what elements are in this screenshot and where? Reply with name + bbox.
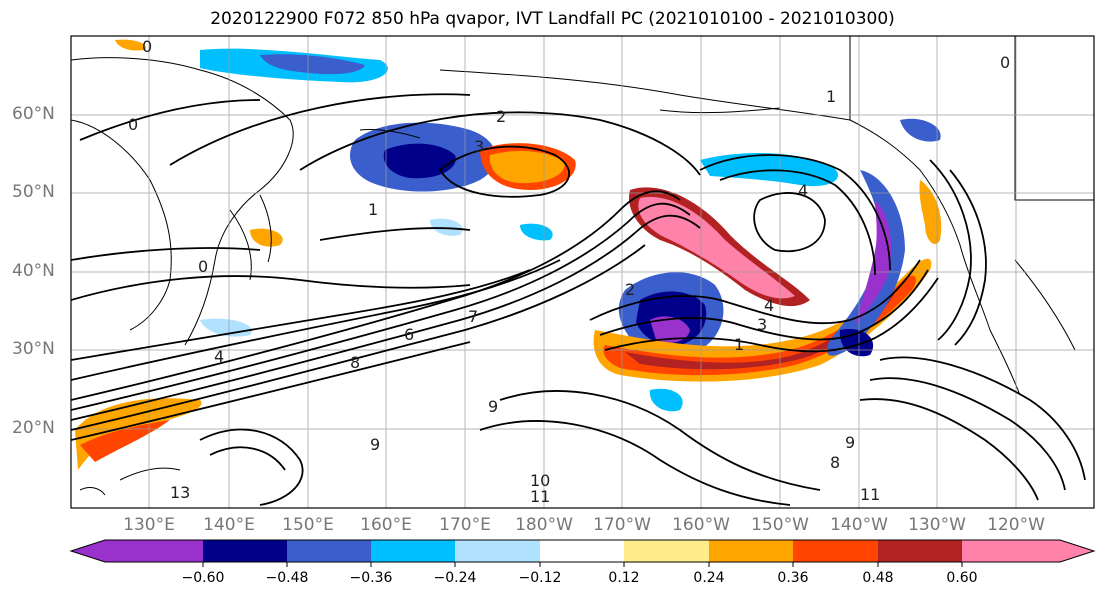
- colorbar-tick-label: −0.12: [518, 570, 562, 586]
- lon-label: 170°E: [439, 515, 491, 535]
- contour-label: 0: [1000, 53, 1010, 72]
- contour-label: 2: [496, 107, 506, 126]
- contour-label: 1: [826, 87, 836, 106]
- lon-label: 150°E: [282, 515, 334, 535]
- contour-label: 10: [530, 471, 550, 490]
- contour-label: 1: [734, 335, 744, 354]
- contour-label: 9: [845, 433, 855, 452]
- lon-label: 160°E: [360, 515, 412, 535]
- colorbar-tick-label: −0.36: [349, 570, 393, 586]
- lon-label: 140°W: [830, 515, 888, 535]
- colorbar-segment: [878, 540, 962, 562]
- contour-label: 9: [488, 397, 498, 416]
- contour-label: 11: [530, 487, 550, 506]
- contour-label: 9: [370, 435, 380, 454]
- graticule: [71, 36, 1094, 508]
- colorbar-extend-high: [1060, 540, 1094, 562]
- colorbar-segment: [962, 540, 1060, 562]
- contour-label: 8: [350, 353, 360, 372]
- colorbar-tick-label: 0.12: [608, 570, 640, 586]
- lat-label: 20°N: [12, 418, 55, 438]
- colorbar-segment: [540, 540, 624, 562]
- lon-label: 180°W: [515, 515, 573, 535]
- contour-label: 4: [214, 347, 224, 366]
- lat-label: 50°N: [12, 182, 55, 202]
- contour-label: 11: [860, 485, 880, 504]
- colorbar-segment: [203, 540, 287, 562]
- contour-label: 7: [468, 307, 478, 326]
- contour-label: 0: [198, 257, 208, 276]
- colorbar-tick-label: 0.48: [862, 570, 894, 586]
- contour-label: 6: [404, 325, 414, 344]
- colorbar-tick-label: 0.60: [946, 570, 978, 586]
- lat-label: 60°N: [12, 104, 55, 124]
- lon-label: 120°W: [987, 515, 1045, 535]
- map-title: 2020122900 F072 850 hPa qvapor, IVT Land…: [210, 9, 895, 29]
- contour-label: 0: [142, 37, 152, 56]
- colorbar-segment: [709, 540, 793, 562]
- contour-label: 4: [798, 181, 808, 200]
- contour-label: 3: [474, 137, 484, 156]
- colorbar-segment: [105, 540, 203, 562]
- colorbar-tick-label: −0.48: [265, 570, 309, 586]
- colorbar-segment: [455, 540, 540, 562]
- lon-label: 140°E: [203, 515, 255, 535]
- contour-label: 3: [757, 315, 767, 334]
- colorbar-outline: [69, 539, 1096, 563]
- colorbar-tick-label: 0.36: [777, 570, 809, 586]
- contour-label: 4: [764, 296, 774, 315]
- contour-label: 0: [128, 115, 138, 134]
- lon-label: 170°W: [593, 515, 651, 535]
- anomaly-shading: [75, 39, 942, 470]
- lon-label: 130°W: [908, 515, 966, 535]
- map-frame: [70, 35, 1095, 509]
- lat-label: 40°N: [12, 261, 55, 281]
- colorbar-segment: [624, 540, 709, 562]
- colorbar-segment: [287, 540, 371, 562]
- lat-label: 30°N: [12, 339, 55, 359]
- colorbar: [69, 539, 1096, 567]
- colorbar-tick-label: −0.60: [181, 570, 225, 586]
- colorbar-segment: [793, 540, 878, 562]
- lon-label: 160°W: [672, 515, 730, 535]
- contour-labels: 0 0 0 0 1 1 1 2 2 3 3 4 4 4 6 7 8 8 9 9 …: [128, 37, 1010, 506]
- contour-label: 1: [368, 200, 378, 219]
- contour-label: 13: [170, 483, 190, 502]
- contour-label: 8: [830, 453, 840, 472]
- lon-label: 130°E: [123, 515, 175, 535]
- colorbar-extend-low: [71, 540, 105, 562]
- colorbar-segment: [371, 540, 455, 562]
- lon-label: 150°W: [751, 515, 809, 535]
- ivt-contours: [71, 93, 1086, 506]
- colorbar-tick-label: −0.24: [433, 570, 477, 586]
- contour-label: 2: [625, 280, 635, 299]
- colorbar-tick-label: 0.24: [693, 570, 725, 586]
